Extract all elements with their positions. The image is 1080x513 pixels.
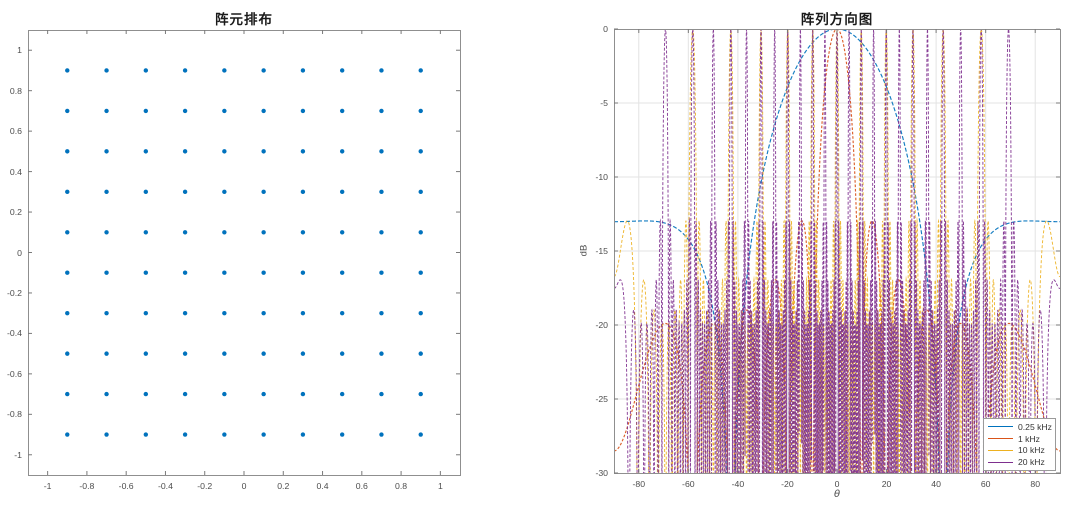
right-x-tick-label: 60 (980, 479, 991, 489)
right-y-tick-label: -30 (595, 468, 608, 478)
left-y-tick-label: 1 (17, 45, 22, 56)
legend-item-label: 0.25 kHz (1018, 421, 1052, 432)
right-y-tick-label: -15 (595, 246, 608, 256)
left-y-tick-label: 0.6 (9, 126, 22, 137)
left-y-tick-label: 0.2 (9, 207, 22, 218)
left-y-tick-label: -0.8 (7, 409, 22, 420)
right-x-tick-label: 20 (881, 479, 892, 489)
legend-line-sample (988, 438, 1013, 440)
left-y-tick-label: -1 (14, 449, 22, 460)
left-x-tick-label: -0.6 (118, 481, 134, 491)
left-x-tick-label: -0.2 (197, 481, 213, 491)
left-x-tick-label: 1 (437, 481, 443, 491)
array-layout-title: 阵元排布 (215, 12, 273, 27)
beam-pattern-title: 阵列方向图 (800, 12, 874, 27)
legend-item: 0.25 kHz (988, 421, 1052, 433)
legend-item-label: 10 kHz (1018, 445, 1045, 456)
legend-line-sample (988, 461, 1013, 463)
right-y-tick-label: -5 (600, 98, 608, 108)
right-x-tick-label: 0 (834, 479, 840, 489)
left-x-tick-label: 0.8 (395, 481, 408, 491)
beam-pattern-xlabel: θ (833, 489, 841, 500)
left-x-tick-label: -1 (43, 481, 52, 491)
legend-item: 20 kHz (988, 456, 1051, 468)
right-x-tick-label: -20 (781, 479, 794, 489)
right-y-tick-label: -20 (595, 320, 608, 330)
left-y-tick-label: 0 (17, 247, 22, 258)
right-x-tick-label: -60 (682, 479, 695, 489)
right-x-tick-label: -80 (632, 479, 646, 489)
left-x-tick-label: 0.2 (277, 481, 290, 491)
left-y-tick-label: -0.4 (7, 328, 22, 339)
right-x-tick-label: -40 (731, 479, 745, 489)
legend-item-label: 1 kHz (1018, 433, 1040, 444)
left-x-tick-label: -0.4 (157, 481, 173, 491)
legend-item-label: 20 kHz (1018, 457, 1045, 468)
legend-line-sample (988, 449, 1013, 451)
left-y-tick-label: 0.4 (9, 166, 22, 177)
right-y-tick-label: 0 (603, 24, 608, 34)
right-x-tick-label: 80 (1030, 479, 1041, 489)
left-x-tick-label: 0 (241, 481, 247, 491)
right-y-tick-label: -10 (595, 172, 608, 182)
left-y-tick-label: -0.6 (7, 368, 22, 379)
left-x-tick-label: 0.6 (355, 481, 368, 491)
legend-item: 10 kHz (988, 445, 1051, 457)
right-x-tick-label: 40 (931, 479, 941, 489)
legend: 0.25 kHz 1 kHz 10 kHz 20 kHz (983, 418, 1056, 471)
legend-line-sample (988, 426, 1013, 428)
legend-item: 1 kHz (988, 433, 1051, 445)
left-x-tick-label: 0.4 (316, 481, 329, 491)
left-x-tick-label: -0.8 (79, 481, 95, 491)
right-y-tick-label: -25 (595, 394, 608, 404)
left-y-tick-label: 0.8 (9, 85, 22, 96)
left-y-tick-label: -0.2 (7, 287, 22, 298)
